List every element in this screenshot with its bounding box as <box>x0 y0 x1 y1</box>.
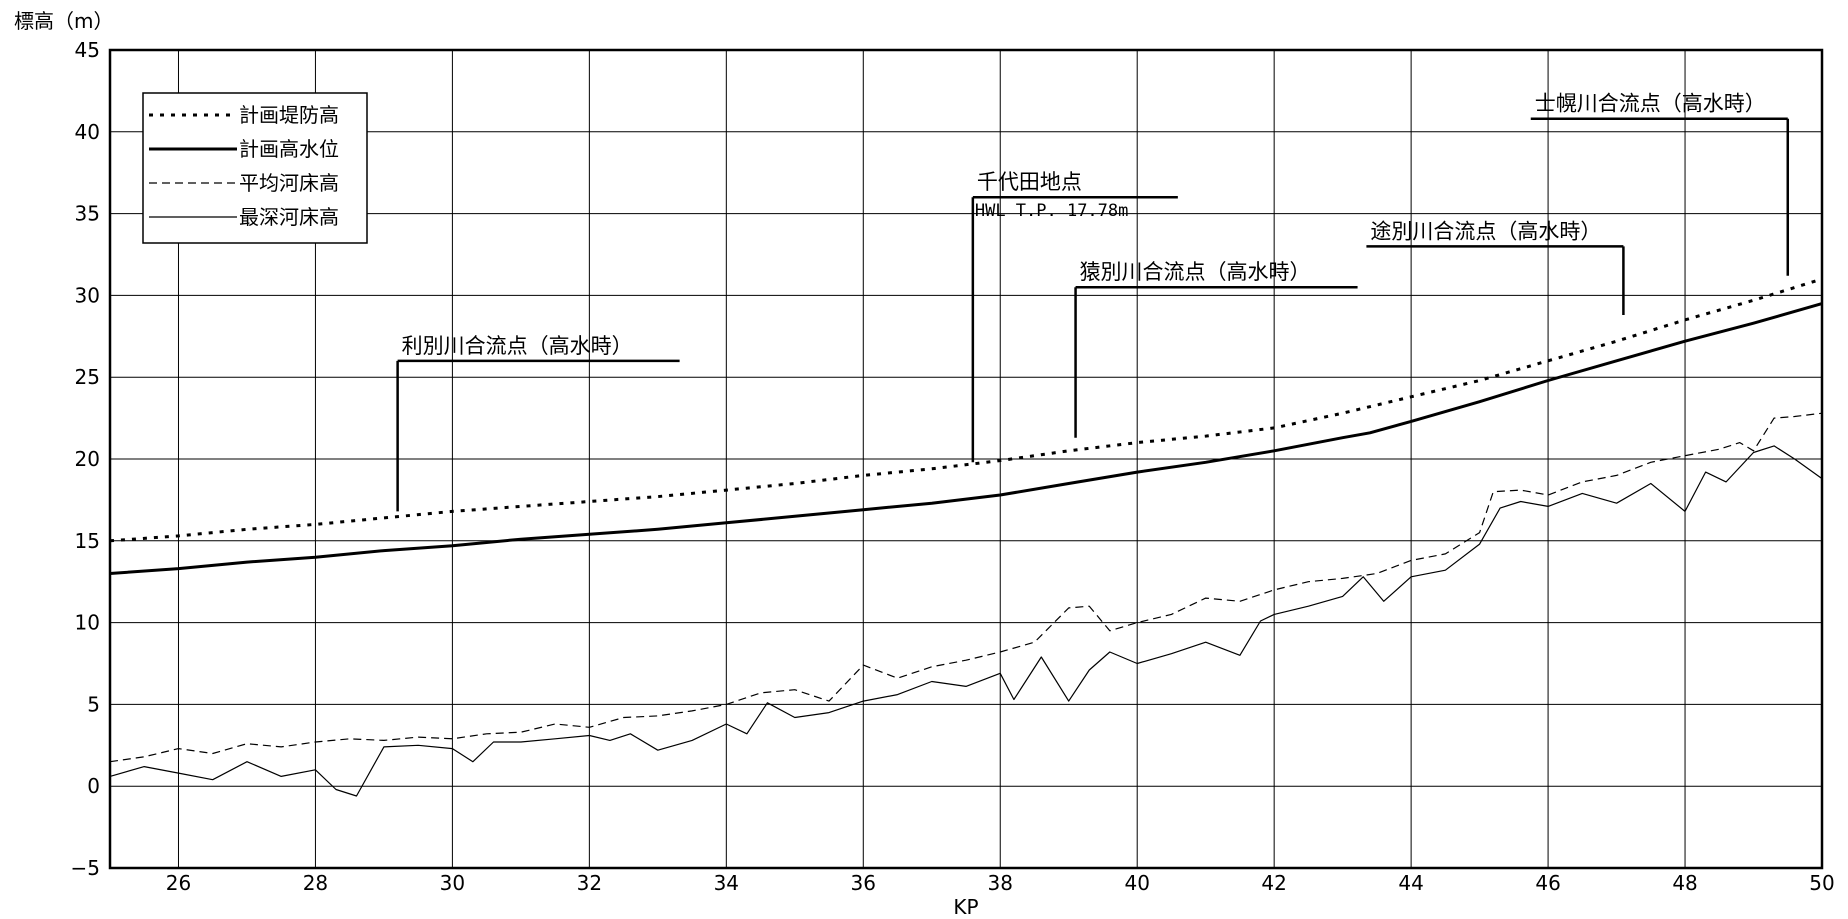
y-tick-label: 10 <box>75 611 100 635</box>
x-tick-label: 30 <box>440 871 465 895</box>
x-tick-label: 40 <box>1124 871 1149 895</box>
legend-label: 平均河床高 <box>239 171 339 195</box>
x-tick-label: 46 <box>1535 871 1560 895</box>
x-tick-label: 42 <box>1261 871 1286 895</box>
annotation-label: 途別川合流点（高水時） <box>1370 219 1601 243</box>
x-tick-label: 36 <box>851 871 876 895</box>
tick-labels: 26 28 30 32 34 36 38 40 42 44 46 48 50 −5 0 5 10 15 20 25 30… <box>71 38 1835 895</box>
annotation-label: 利別川合流点（高水時） <box>402 334 633 358</box>
annotation-label: 猿別川合流点（高水時） <box>1080 260 1311 284</box>
x-tick-label: 28 <box>303 871 328 895</box>
y-tick-label: 5 <box>87 692 100 716</box>
x-tick-label: 50 <box>1809 871 1834 895</box>
annotation-label: 千代田地点 <box>977 170 1082 194</box>
annotation-label: 士幌川合流点（高水時） <box>1535 92 1766 116</box>
x-tick-label: 48 <box>1672 871 1697 895</box>
legend-label: 計画堤防高 <box>239 103 339 127</box>
annotation-layer: 利別川合流点（高水時） 千代田地点 HWL T.P. 17.78m 猿別川合流点（高水… <box>396 92 1790 512</box>
series-line-1 <box>109 277 1823 543</box>
legend-box <box>142 92 368 244</box>
legend-label: 最深河床高 <box>239 205 339 229</box>
x-tick-label: 32 <box>577 871 602 895</box>
y-tick-label: 40 <box>75 120 100 144</box>
x-tick-label: 38 <box>988 871 1013 895</box>
y-tick-label: 15 <box>75 529 100 553</box>
x-axis-title: KP <box>953 895 978 919</box>
y-tick-label: 0 <box>87 774 100 798</box>
y-tick-label: 25 <box>75 365 100 389</box>
y-tick-label: 45 <box>75 38 100 62</box>
series-layer <box>109 277 1823 797</box>
plot-frame <box>108 48 1824 870</box>
legend-label: 計画高水位 <box>239 137 339 161</box>
y-tick-label: 20 <box>75 447 100 471</box>
series-line-2 <box>109 302 1823 575</box>
y-tick-label: −5 <box>71 856 100 880</box>
y-tick-label: 35 <box>75 202 100 226</box>
y-axis-title: 標高（m） <box>14 9 113 33</box>
x-tick-label: 34 <box>714 871 739 895</box>
y-tick-label: 30 <box>75 283 100 307</box>
x-tick-label: 44 <box>1398 871 1423 895</box>
x-tick-label: 26 <box>166 871 191 895</box>
series-line-4 <box>109 445 1823 797</box>
annotation-sublabel: HWL T.P. 17.78m <box>975 201 1129 221</box>
series-line-3 <box>109 412 1823 763</box>
